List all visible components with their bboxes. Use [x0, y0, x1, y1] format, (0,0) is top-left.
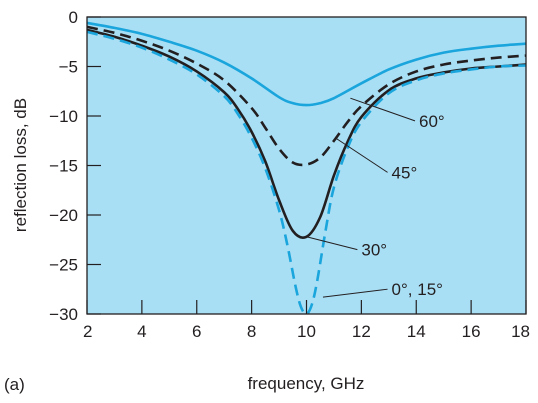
x-tick-label-16: 16 — [462, 322, 481, 341]
y-tick-label-15: −15 — [49, 157, 78, 176]
x-tick-label-2: 2 — [83, 322, 92, 341]
curves-group — [86, 21, 527, 316]
x-tick-label-14: 14 — [407, 322, 426, 341]
annotation-label-60deg: 60° — [419, 112, 445, 131]
annotation-leader-30deg — [306, 236, 358, 251]
series-line-45deg — [86, 25, 527, 167]
y-tick-label-0: 0 — [69, 8, 78, 27]
y-axis-ticks: 0 −5 −10 −15 −20 −25 −30 — [49, 8, 101, 324]
x-tick-label-6: 6 — [192, 322, 201, 341]
series-line-60deg — [86, 21, 527, 107]
annotation-label-0deg-15deg: 0°, 15° — [392, 280, 443, 299]
y-tick-label-20: −20 — [49, 206, 78, 225]
y-axis-title: reflection loss, dB — [11, 98, 30, 232]
annotation-leaders-group — [306, 97, 416, 298]
plot-area — [87, 17, 526, 314]
y-tick-label-30: −30 — [49, 305, 78, 324]
x-axis-ticks: 2 4 6 8 10 12 14 16 18 — [83, 300, 530, 341]
y-tick-label-10: −10 — [49, 107, 78, 126]
y-tick-label-25: −25 — [49, 256, 78, 275]
annotation-leader-60deg — [350, 97, 416, 122]
annotation-label-45deg: 45° — [392, 163, 418, 182]
x-tick-label-10: 10 — [297, 322, 316, 341]
annotation-leader-45deg — [336, 138, 388, 173]
annotation-leader-0deg-15deg — [322, 288, 388, 298]
series-line-0deg-15deg — [86, 30, 527, 316]
y-tick-label-5: −5 — [59, 58, 78, 77]
series-line-30deg — [86, 28, 527, 239]
x-tick-label-12: 12 — [352, 322, 371, 341]
annotation-label-30deg: 30° — [361, 241, 387, 260]
panel-label: (a) — [4, 375, 25, 394]
x-tick-label-4: 4 — [137, 322, 146, 341]
annotation-labels-group: 60° 45° 30° 0°, 15° — [361, 112, 444, 299]
x-tick-label-18: 18 — [511, 322, 530, 341]
x-tick-label-8: 8 — [247, 322, 256, 341]
x-axis-title: frequency, GHz — [248, 374, 365, 393]
